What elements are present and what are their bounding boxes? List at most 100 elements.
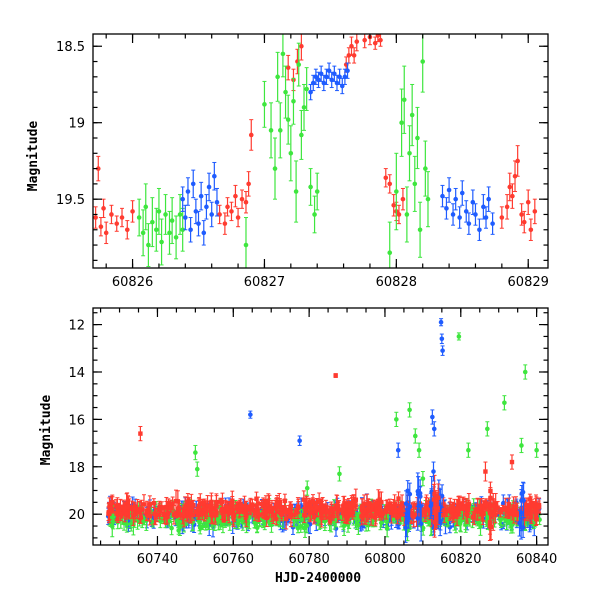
green-data-point [401, 97, 407, 103]
green-data-point [143, 204, 149, 210]
green-data-point [291, 98, 296, 104]
green-data-point [314, 189, 320, 194]
red-data-point [235, 215, 241, 220]
red-baseline-point [451, 514, 457, 520]
green-baseline-point [110, 519, 116, 524]
red-baseline-point [366, 508, 371, 514]
red-baseline-point [534, 503, 539, 509]
red-baseline-point [256, 512, 261, 518]
red-data-point [512, 173, 518, 179]
blue-data-point [206, 184, 212, 190]
green-baseline-point [354, 520, 360, 526]
red-data-point [351, 53, 357, 58]
green-data-point [167, 230, 172, 236]
red-baseline-point [387, 501, 393, 506]
red-data-point [528, 227, 534, 233]
red-data-point [354, 39, 360, 44]
red-baseline-point [409, 510, 414, 516]
red-baseline-point [495, 505, 500, 510]
blue-data-point [345, 68, 350, 74]
blue-data-point [477, 227, 482, 233]
red-data-point [362, 37, 367, 43]
red-data-point [114, 221, 120, 226]
red-baseline-point [267, 507, 273, 512]
green-data-point [272, 166, 278, 171]
green-data-point [420, 59, 426, 64]
green-data-point [409, 112, 415, 118]
red-baseline-point [221, 509, 226, 514]
green-data-point [177, 212, 183, 217]
blue-data-point [198, 193, 204, 199]
red-baseline-point [283, 516, 289, 521]
green-baseline-point [235, 521, 241, 526]
green-data-point [415, 135, 420, 141]
x-tick-label: 60828 [376, 275, 417, 290]
green-data-point [154, 227, 159, 233]
blue-data-point [446, 187, 452, 193]
red-baseline-point [119, 509, 124, 514]
green-baseline-point [217, 515, 223, 521]
red-baseline-point [269, 509, 275, 515]
blue-data-point [450, 212, 456, 217]
red-baseline-point [316, 499, 322, 504]
red-data-point [504, 204, 510, 210]
red-baseline-point [412, 502, 417, 508]
green-data-point [304, 86, 309, 92]
top-panel-zoom-light-curve: 60826 60827 60828 60829 18.5 19 19.5 [56, 33, 549, 290]
red-data-point [239, 196, 245, 202]
red-baseline-point [450, 508, 455, 513]
green-data-point [173, 235, 179, 240]
green-baseline-point [379, 520, 384, 526]
red-baseline-point [313, 502, 318, 508]
blue-data-point [481, 204, 486, 210]
red-baseline-point [151, 500, 157, 506]
blue-data-point [466, 221, 472, 226]
red-data-point [299, 43, 304, 49]
red-baseline-point [472, 514, 477, 519]
red-baseline-point [251, 508, 256, 513]
green-baseline-point [109, 524, 115, 529]
x-tick-label: 60829 [508, 275, 549, 290]
green-baseline-point [197, 525, 203, 531]
red-data-point [499, 215, 505, 220]
red-baseline-point [380, 511, 385, 517]
model-curve-line [93, 70, 548, 230]
red-baseline-point [259, 502, 264, 507]
red-data-point [391, 202, 396, 208]
blue-data-point [483, 215, 489, 220]
red-data-point [532, 209, 538, 214]
green-data-point [280, 51, 286, 57]
blue-data-point [204, 204, 209, 210]
blue-data-point [440, 193, 445, 199]
red-baseline-point [402, 512, 407, 517]
blue-data-point [444, 206, 449, 211]
red-baseline-point [376, 498, 381, 503]
green-baseline-point [169, 525, 174, 531]
green-baseline-point [216, 519, 221, 524]
green-baseline-point [384, 526, 390, 531]
red-data-point [101, 206, 106, 211]
green-data-point [180, 227, 185, 233]
y-tick-label: 19 [68, 117, 85, 132]
red-data-point [519, 212, 524, 217]
red-baseline-point [531, 503, 536, 509]
red-data-point [233, 193, 238, 199]
red-baseline-point [193, 509, 199, 515]
green-baseline-point [175, 521, 181, 527]
red-baseline-point [513, 504, 519, 509]
green-data-point [387, 250, 393, 256]
red-data-point [400, 196, 406, 202]
green-data-point [299, 132, 304, 138]
red-data-point [109, 212, 114, 217]
green-data-point [243, 242, 249, 248]
red-baseline-point [282, 498, 288, 503]
red-data-point [507, 184, 513, 190]
blue-data-point [486, 196, 491, 202]
red-baseline-point [195, 512, 201, 517]
y-tick-label: 19.5 [56, 193, 85, 208]
red-baseline-point [506, 502, 512, 508]
red-data-point [387, 181, 393, 187]
red-baseline-point [361, 501, 367, 506]
